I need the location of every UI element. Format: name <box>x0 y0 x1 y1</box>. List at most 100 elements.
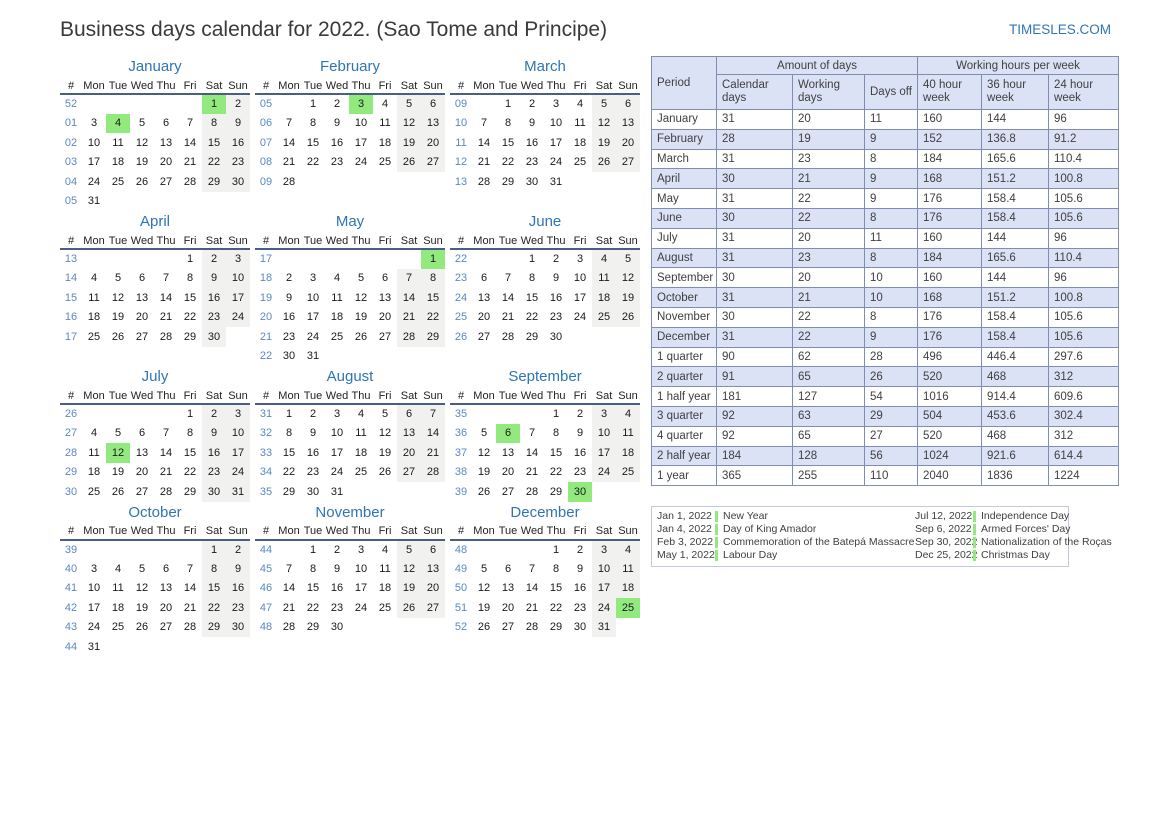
value-cell: 20 <box>792 109 865 130</box>
month-november: November # Mon Tue Wed Thu Fri Sat Sun 44 1 2 3 4 5 6 45… <box>255 502 445 657</box>
period-cell: 1 half year <box>651 386 717 407</box>
week-number: 22 <box>259 350 273 363</box>
day-cell: 20 <box>135 466 149 479</box>
day-cell: 20 <box>501 601 515 614</box>
day-cell: 7 <box>504 272 512 285</box>
week-row: 05 1 2 3 4 5 6 <box>255 94 445 114</box>
day-cell: 25 <box>111 175 125 188</box>
value-cell: 609.6 <box>1048 386 1120 407</box>
empty-day-cell <box>178 540 202 560</box>
day-cell: 30 <box>282 350 296 363</box>
day-cell: 27 <box>477 330 491 343</box>
week-row: 49 5 6 7 8 9 10 11 <box>450 559 640 579</box>
empty-day-cell <box>349 618 373 638</box>
week-number-header: # <box>255 78 277 95</box>
day-header-sun: Sun <box>616 523 640 541</box>
day-cell: 22 <box>421 307 445 327</box>
day-cell: 3 <box>90 562 98 575</box>
day-header-wed: Wed <box>325 388 349 405</box>
day-header-thu: Thu <box>544 233 568 250</box>
holiday-marker-bar <box>715 524 718 536</box>
day-cell: 5 <box>480 427 488 440</box>
day-cell: 9 <box>333 562 341 575</box>
week-row: 09 1 2 3 4 5 6 <box>450 94 640 114</box>
day-header-thu: Thu <box>544 523 568 541</box>
table-header-working-hours: Working hours per week <box>917 56 1120 75</box>
week-row: 10 7 8 9 10 11 12 13 <box>450 113 640 133</box>
empty-day-cell <box>154 540 178 560</box>
value-cell: 144 <box>981 227 1050 249</box>
day-cell: 12 <box>378 427 392 440</box>
day-cell: 2 <box>309 408 317 421</box>
value-cell: 151.2 <box>981 168 1050 190</box>
day-cell: 27 <box>397 462 421 482</box>
empty-day-cell <box>154 94 178 114</box>
month-table-july: # Mon Tue Wed Thu Fri Sat Sun 26 1 2 3 27 4 5 6 7 8 9 10 28 1… <box>60 388 250 502</box>
week-number: 35 <box>259 485 273 498</box>
day-cell: 14 <box>397 288 421 308</box>
day-header-mon: Mon <box>472 233 496 250</box>
day-cell: 5 <box>397 94 421 114</box>
day-cell: 18 <box>592 288 616 308</box>
month-table-december: # Mon Tue Wed Thu Fri Sat Sun 48 1 2 3 4 49 5 6 7 8 9 10 11 5… <box>450 523 640 637</box>
day-cell: 29 <box>183 330 197 343</box>
day-cell: 18 <box>330 311 344 324</box>
day-cell: 6 <box>397 404 421 424</box>
week-number: 30 <box>64 485 78 498</box>
value-cell: 302.4 <box>1048 405 1120 427</box>
day-cell: 19 <box>135 601 149 614</box>
week-number: 13 <box>454 175 468 188</box>
table-row: 3 quarter 92 63 29 504 453.6 302.4 <box>651 405 1120 427</box>
day-header-sun: Sun <box>421 523 445 541</box>
week-number: 20 <box>259 311 273 324</box>
day-cell: 10 <box>354 117 368 130</box>
value-cell: 9 <box>863 188 919 209</box>
empty-day-cell <box>277 540 301 560</box>
table-row: January 31 20 11 160 144 96 <box>651 109 1120 130</box>
day-header-fri: Fri <box>373 78 397 95</box>
day-cell: 15 <box>549 582 563 595</box>
empty-day-cell <box>472 94 496 114</box>
value-cell: 184 <box>716 445 793 467</box>
day-cell: 19 <box>135 156 149 169</box>
empty-day-cell <box>130 637 154 657</box>
empty-day-cell <box>301 172 325 192</box>
week-number: 09 <box>454 98 468 111</box>
week-number: 48 <box>259 621 273 634</box>
day-header-sun: Sun <box>421 388 445 405</box>
day-header-sat: Sat <box>202 78 226 95</box>
day-header-fri: Fri <box>568 388 592 405</box>
day-header-tue: Tue <box>106 233 130 250</box>
day-cell: 20 <box>501 466 515 479</box>
week-number: 06 <box>259 117 273 130</box>
week-number: 10 <box>454 117 468 130</box>
day-cell: 3 <box>592 539 616 559</box>
period-cell: October <box>651 287 717 308</box>
empty-day-cell <box>106 637 130 657</box>
week-row: 08 21 22 23 24 25 26 27 <box>255 152 445 172</box>
value-cell: 165.6 <box>981 247 1050 269</box>
month-title-july: July <box>141 368 169 385</box>
value-cell: 176 <box>917 326 983 348</box>
day-cell: 6 <box>162 562 170 575</box>
value-cell: 65 <box>792 425 865 447</box>
week-row: 09 28 <box>255 172 445 192</box>
day-header-fri: Fri <box>373 523 397 541</box>
value-cell: 158.4 <box>981 188 1050 209</box>
day-cell: 23 <box>306 466 320 479</box>
day-cell: 16 <box>202 288 226 308</box>
period-cell: July <box>651 227 717 249</box>
week-row: 26 27 28 29 30 <box>450 327 640 347</box>
site-link[interactable]: TIMESLES.COM <box>1008 22 1111 37</box>
value-cell: 9 <box>863 128 919 150</box>
day-cell: 3 <box>357 543 365 556</box>
month-table-january: # Mon Tue Wed Thu Fri Sat Sun 52 1 2 01 3 4 5 6 7 8 9 02 10 1… <box>60 78 250 211</box>
empty-day-cell <box>397 482 421 502</box>
month-may: May # Mon Tue Wed Thu Fri Sat Sun 17 1 18 2 3 4 5 6 7 8 19 9… <box>255 211 445 366</box>
day-cell: 11 <box>88 291 100 304</box>
day-cell: 31 <box>306 350 320 363</box>
holiday-day-cell: 30 <box>568 482 592 502</box>
day-cell: 9 <box>226 559 250 579</box>
empty-day-cell <box>472 404 496 424</box>
day-cell: 7 <box>528 427 536 440</box>
